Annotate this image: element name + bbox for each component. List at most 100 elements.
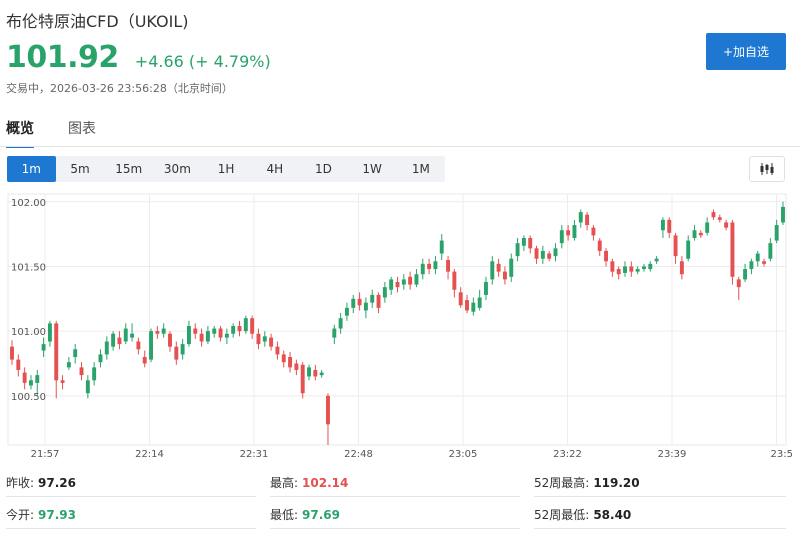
candle (142, 350, 147, 368)
candle (104, 336, 109, 360)
candle (136, 337, 141, 355)
candle (408, 271, 413, 290)
candle (98, 349, 103, 368)
candle (338, 313, 343, 334)
candlestick-icon (760, 163, 774, 175)
stat-value: 119.20 (593, 476, 640, 490)
candle (313, 364, 318, 381)
candle (389, 276, 394, 295)
x-tick-label: 23:5 (771, 449, 793, 460)
stat-52w-low: 52周最低: 58.40 (534, 506, 631, 523)
candle (243, 315, 248, 334)
tab-chart[interactable]: 图表 (68, 121, 96, 137)
candle (692, 225, 697, 241)
interval-4h[interactable]: 4H (266, 162, 284, 176)
candle (509, 253, 514, 282)
x-tick-label: 23:05 (449, 449, 478, 460)
x-tick-label: 22:48 (344, 449, 373, 460)
interval-15m[interactable]: 15m (115, 162, 143, 176)
candle (351, 294, 356, 314)
candle (117, 331, 122, 350)
x-tick-label: 22:14 (135, 449, 164, 460)
candle (521, 235, 526, 251)
candle (275, 341, 280, 360)
stat-label: 最高: (270, 476, 299, 490)
candle (319, 369, 324, 378)
candle (629, 261, 634, 277)
stat-open: 今开: 97.93 (6, 506, 76, 523)
candle (553, 243, 558, 262)
candle (382, 281, 387, 303)
candle (155, 325, 160, 339)
candle (180, 338, 185, 360)
candle (458, 287, 463, 308)
candle (307, 364, 311, 381)
y-tick-label: 101.50 (11, 262, 46, 273)
interval-1w[interactable]: 1W (362, 162, 382, 176)
candle (484, 276, 488, 301)
candle (654, 256, 659, 264)
candle (357, 292, 362, 311)
candle (28, 375, 33, 390)
candle (490, 256, 495, 285)
candle (705, 217, 710, 236)
tab-overview[interactable]: 概览 (6, 118, 34, 148)
candle (711, 209, 716, 220)
candle (66, 357, 71, 370)
candle (439, 234, 444, 260)
instrument-title: 布伦特原油CFD（UKOIL) (6, 12, 189, 31)
candle (16, 354, 21, 377)
candle (363, 297, 368, 319)
stat-high: 最高: 102.14 (270, 474, 348, 491)
candle (60, 375, 65, 390)
candle (660, 217, 665, 238)
interval-1d[interactable]: 1D (315, 162, 332, 176)
stat-label: 最低: (270, 508, 299, 522)
stat-value: 102.14 (302, 476, 349, 490)
interval-30m[interactable]: 30m (163, 162, 191, 176)
interval-1h[interactable]: 1H (217, 162, 235, 176)
candle (41, 337, 46, 358)
candle (344, 302, 349, 321)
candle (446, 256, 451, 280)
price-chart[interactable]: 102.00 101.50 101.00 100.50 21:57 22:14 22:31 2… (0, 190, 800, 460)
candle (199, 328, 204, 347)
candle (300, 362, 305, 399)
candle (540, 245, 545, 264)
y-tick-label: 100.50 (11, 392, 46, 403)
candle (130, 323, 135, 342)
stat-prev-close: 昨收: 97.26 (6, 474, 76, 491)
chart-type-button[interactable] (749, 156, 785, 182)
candle (686, 235, 691, 262)
candle (768, 237, 773, 262)
price-change: +4.66 (+ 4.79%) (134, 52, 271, 71)
interval-1m[interactable]: 1m (7, 156, 56, 182)
candle (73, 344, 78, 364)
candle (673, 232, 678, 264)
candle (730, 219, 735, 285)
candle (269, 333, 274, 351)
candle (79, 362, 84, 381)
y-tick-label: 102.00 (11, 198, 46, 209)
candle (679, 256, 684, 280)
candle (755, 250, 760, 267)
candle (326, 393, 330, 445)
add-watchlist-button[interactable]: +加自选 (706, 33, 786, 70)
candle (597, 237, 602, 257)
candle (237, 320, 242, 337)
row-divider (6, 528, 256, 529)
candle (10, 340, 14, 365)
candle (465, 294, 469, 314)
interval-5m[interactable]: 5m (70, 162, 90, 176)
interval-1mo[interactable]: 1M (411, 162, 430, 176)
candle (578, 209, 583, 228)
candle (534, 245, 539, 264)
candle (294, 359, 299, 376)
candle (559, 225, 564, 249)
tab-divider (0, 146, 800, 147)
candle (395, 276, 400, 293)
candle (635, 266, 640, 275)
candle (471, 297, 476, 316)
candle (174, 341, 179, 365)
candle (698, 230, 703, 238)
